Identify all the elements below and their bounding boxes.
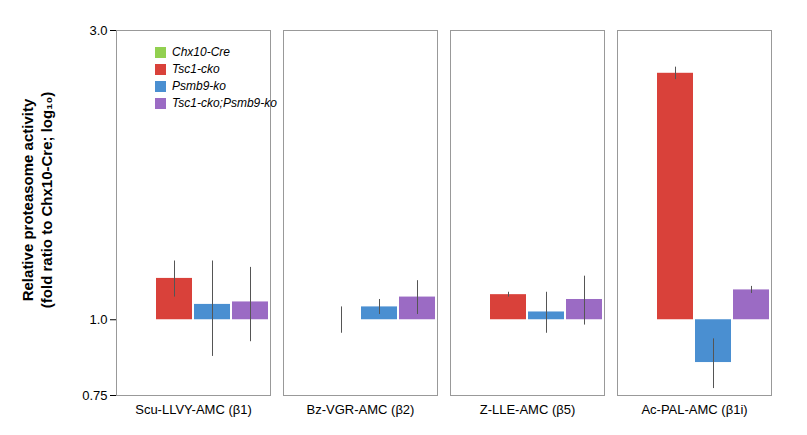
html-text:Tsc1-cko;Psmb9-ko: Tsc1-cko;Psmb9-ko (172, 96, 277, 110)
svg-text:1.0: 1.0 (89, 312, 107, 327)
html-text:Chx10-Cre: Chx10-Cre (172, 45, 230, 59)
svg-text:0.75: 0.75 (82, 388, 107, 403)
html-text:Tsc1-cko: Tsc1-cko (172, 62, 220, 76)
svg-text:Ac-PAL-AMC (β1i): Ac-PAL-AMC (β1i) (641, 402, 747, 417)
html-text:Psmb9-ko: Psmb9-ko (172, 79, 226, 93)
html-text:(fold ratio to Chx10-Cre; log₁: (fold ratio to Chx10-Cre; log₁₀) (38, 91, 55, 309)
svg-text:Z-LLE-AMC (β5): Z-LLE-AMC (β5) (480, 402, 576, 417)
html-text:Relative proteasome activity: Relative proteasome activity (19, 98, 37, 302)
svg-text:Bz-VGR-AMC (β2): Bz-VGR-AMC (β2) (307, 402, 415, 417)
svg-text:Scu-LLVY-AMC (β1): Scu-LLVY-AMC (β1) (135, 402, 252, 417)
svg-text:3.0: 3.0 (89, 23, 107, 38)
